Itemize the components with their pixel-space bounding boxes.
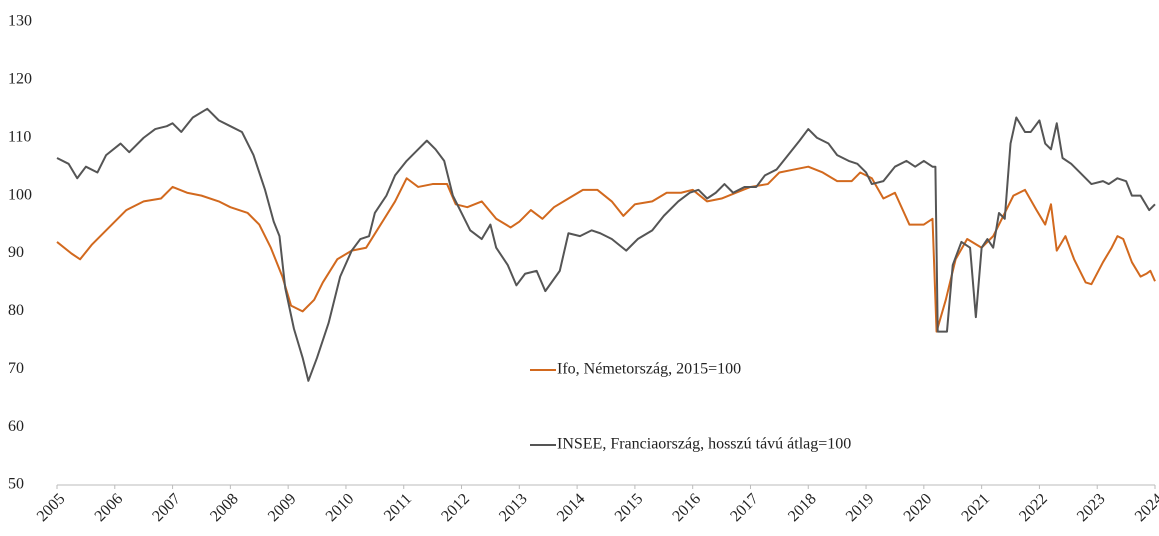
x-tick-label: 2024 xyxy=(1132,490,1159,525)
y-tick-label: 80 xyxy=(8,302,24,319)
x-tick-label: 2016 xyxy=(669,490,704,525)
x-tick-label: 2013 xyxy=(496,490,531,525)
series-line xyxy=(56,165,1156,333)
x-tick-label: 2007 xyxy=(149,490,184,525)
y-tick-label: 70 xyxy=(8,360,24,377)
x-tick-label: 2020 xyxy=(901,490,936,525)
x-tick-label: 2005 xyxy=(34,490,69,525)
y-tick-label: 110 xyxy=(8,128,31,145)
y-tick-label: 60 xyxy=(8,418,24,435)
y-tick-label: 130 xyxy=(8,13,32,30)
y-tick-label: 100 xyxy=(8,186,32,203)
x-tick-label: 2012 xyxy=(438,490,473,525)
x-tick-label: 2021 xyxy=(958,490,993,525)
x-tick-label: 2011 xyxy=(381,490,415,524)
x-tick-label: 2010 xyxy=(323,490,358,525)
legend-label: Ifo, Németország, 2015=100 xyxy=(557,361,741,378)
y-tick-label: 120 xyxy=(8,71,32,88)
y-tick-label: 90 xyxy=(8,244,24,261)
x-tick-label: 2022 xyxy=(1016,490,1051,525)
x-tick-label: 2017 xyxy=(727,490,762,525)
legend-label: INSEE, Franciaország, hosszú távú átlag=… xyxy=(557,436,851,453)
x-tick-label: 2008 xyxy=(207,490,242,525)
series-line xyxy=(56,107,1156,382)
x-tick-label: 2018 xyxy=(785,490,820,525)
x-tick-label: 2019 xyxy=(843,490,878,525)
x-tick-label: 2014 xyxy=(554,490,589,525)
x-tick-label: 2015 xyxy=(612,490,647,525)
x-tick-label: 2006 xyxy=(92,490,127,525)
x-tick-label: 2009 xyxy=(265,490,300,525)
y-tick-label: 50 xyxy=(8,476,24,493)
x-tick-label: 2023 xyxy=(1074,490,1109,525)
